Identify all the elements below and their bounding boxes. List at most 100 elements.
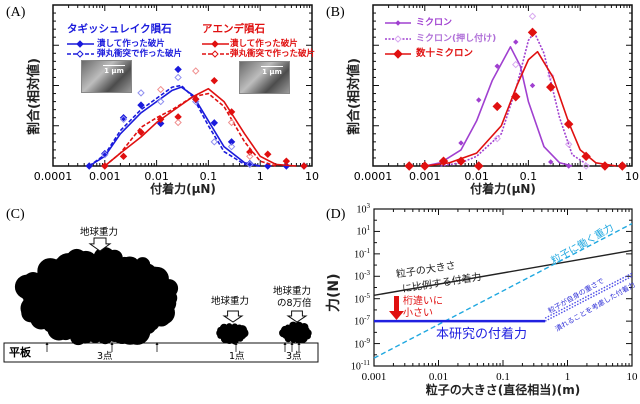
legend-marker [76,40,84,48]
data-point-a-3 [156,85,165,94]
data-point-b-1 [582,162,590,170]
panel-label-a: (A) [6,5,26,20]
data-point-a-3 [192,67,200,75]
y-axis-label-d: 力(N) [326,273,342,312]
legend-marker [394,35,402,43]
data-point-b-2 [527,27,538,38]
data-point-b-2 [600,161,610,171]
y-tick-label: 103 [356,202,371,216]
x-tick-label: 0.1 [199,170,218,183]
data-point-a-2 [192,95,200,103]
data-point-b-0 [566,163,572,169]
data-point-a-2 [300,162,308,170]
legend-entry-tagish-crushed: 潰して作った破片 [97,39,165,49]
contact-arrow-icon-head [155,342,159,345]
legend-entry-allende-crushed: 潰して作った破片 [230,39,298,49]
data-point-b-2 [456,156,466,166]
data-point-b-0 [476,97,482,103]
data-point-a-2 [282,157,291,165]
data-point-a-1 [156,97,165,106]
data-point-a-0 [137,101,145,109]
small-particle [216,323,249,345]
annotation-smaller-2: 小さい [403,308,433,319]
y-tick-label: 10-5 [354,291,370,306]
x-tick-label: 0.1 [519,170,538,183]
compressed-particle [279,321,312,344]
data-point-a-1 [174,73,182,82]
annotation-smaller-1: 桁違いに [403,296,443,307]
legend-marker [211,50,219,58]
data-point-b-0 [548,159,554,165]
fit-curve-b-1 [440,31,590,167]
series-line-d-1 [373,222,633,359]
data-point-b-1 [493,134,501,143]
down-arrow-icon-head [389,311,404,320]
data-point-a-1 [119,115,128,124]
x-tick-label: 1 [564,371,571,383]
contact-label-80k: 3点 [286,351,302,362]
data-point-a-2 [264,150,272,158]
plate-label: 平板 [9,346,31,359]
data-point-a-3 [174,118,182,127]
legend-title-allende: アエンデ隕石 [202,23,265,35]
data-point-b-2 [438,156,449,166]
series-line-d-0 [373,249,633,297]
data-point-b-2 [617,161,628,171]
data-point-a-2 [137,128,145,136]
data-point-a-0 [174,65,182,74]
legend-entry-tens-micron: 数十ミクロン [416,48,474,59]
x-tick-label: 0.01 [464,170,489,183]
data-point-a-3 [227,118,236,127]
data-point-a-3 [246,152,254,161]
y-tick-label: 10-11 [350,359,370,373]
x-tick-label: 0.001 [409,170,441,183]
panel-label-d: (D) [326,207,346,222]
contact-arrow-icon-head [290,342,294,345]
legend-marker [211,40,219,48]
y-tick-label: 10-3 [354,269,370,283]
data-point-b-2 [546,82,556,92]
data-point-b-1 [547,72,555,80]
x-tick-label: 0.0001 [33,170,73,183]
x-tick-label: 10 [305,170,319,183]
data-point-b-0 [529,82,536,89]
data-point-a-0 [210,119,219,127]
x-tick-label: 1 [576,170,584,183]
annotation-study: 本研究の付着力 [436,327,528,342]
data-point-b-1 [512,60,520,69]
contact-arrow-icon-head [297,342,301,345]
down-arrow-icon-shaft [394,296,399,312]
legend-marker [395,20,401,26]
legend-entry-micron: ミクロン [416,18,453,28]
contact-label-large: 3点 [97,351,113,362]
data-point-b-2 [404,161,414,171]
data-point-a-1 [210,138,219,146]
x-tick-label: 0.001 [89,170,121,183]
x-tick-label: 10 [625,170,639,183]
data-point-b-0 [513,39,519,45]
fit-curve-a-2 [104,87,297,167]
fit-curve-a-1 [88,84,261,167]
sem-image-tagish: 1 μm [81,60,132,93]
x-tick-label: 10 [626,371,638,383]
data-point-a-0 [119,113,128,122]
x-tick-label: 0.0001 [353,170,393,183]
data-point-a-1 [137,89,145,97]
contact-arrow-icon-head [45,342,49,345]
contact-arrow-icon-head [283,342,287,345]
sem-image-allende: 1 μm [239,61,290,94]
data-point-a-1 [227,142,236,151]
fit-curve-b-0 [424,46,573,167]
x-tick-label: 0.1 [496,371,510,383]
data-point-a-2 [119,152,128,161]
y-axis-label-a: 割合(相対値) [27,58,42,135]
legend-entry-micron-pressed: ミクロン(押し付け) [416,34,497,44]
large-aggregate [14,247,179,346]
data-point-a-1 [246,160,254,169]
gravity-label-small: 地球重力 [211,296,250,307]
data-point-b-1 [565,140,573,148]
gravity-arrow-icon-large [88,237,112,252]
data-point-a-0 [156,119,165,128]
y-tick-label: 10-1 [354,246,370,261]
y-axis-label-b: 割合(相対値) [347,58,362,135]
